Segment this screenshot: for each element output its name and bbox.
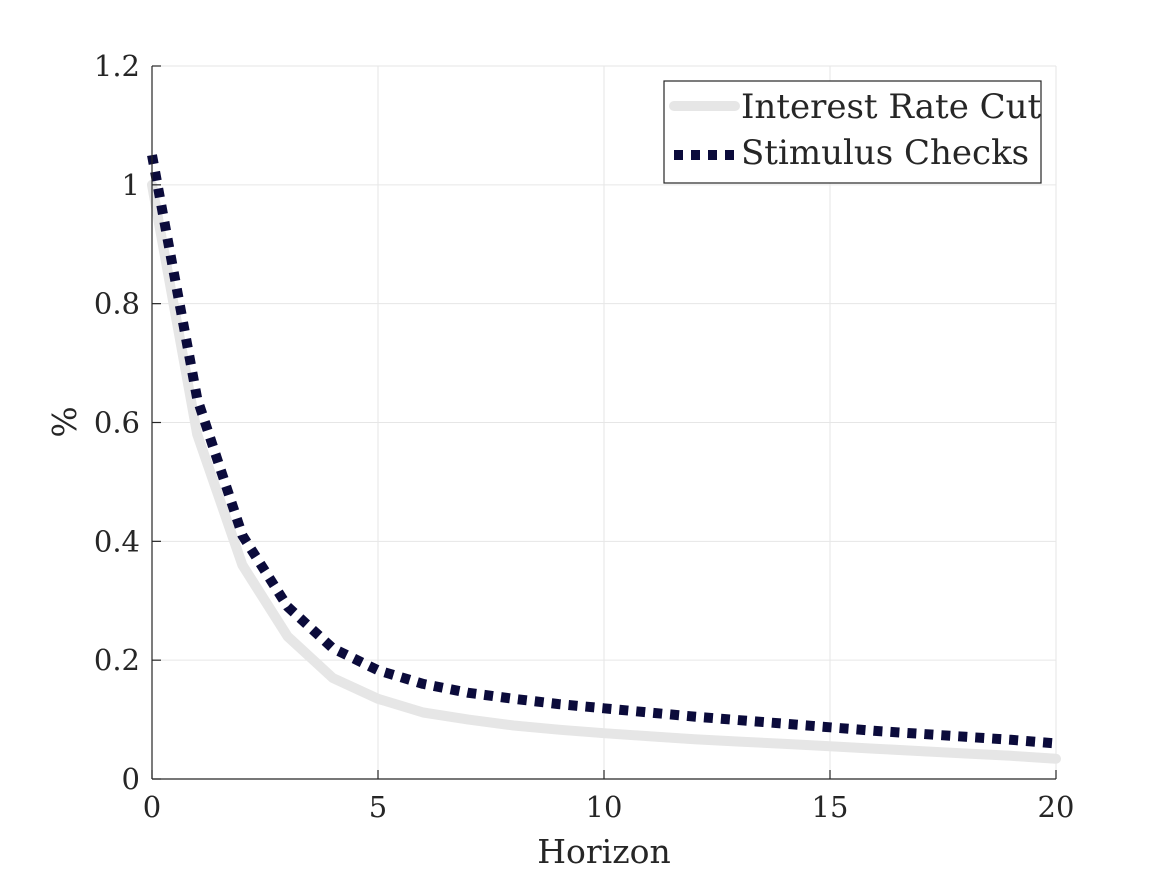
y-tick-label: 0.2	[94, 643, 140, 677]
x-tick-label: 15	[812, 790, 849, 824]
legend: Interest Rate Cut Stimulus Checks	[663, 80, 1042, 184]
series-line-interest-rate-cut	[147, 179, 1061, 764]
legend-box	[663, 80, 1042, 184]
x-tick-label: 20	[1038, 790, 1075, 824]
y-tick-label: 0.8	[94, 287, 140, 321]
y-axis-label: %	[45, 406, 84, 437]
y-tick-label: 1	[122, 168, 140, 202]
y-tick-label: 0.4	[94, 524, 140, 558]
x-axis-label: Horizon	[537, 832, 670, 871]
legend-label-interest-rate-cut: Interest Rate Cut	[741, 87, 1042, 127]
series-layer	[147, 154, 1061, 764]
legend-label-stimulus-checks: Stimulus Checks	[741, 133, 1029, 173]
x-tick-label: 5	[369, 790, 387, 824]
x-tick-label: 10	[586, 790, 623, 824]
y-tick-label: 1.2	[94, 49, 140, 83]
y-ticks: 0 0.2 0.4 0.6 0.8 1 1.2	[94, 49, 161, 796]
series-line-stimulus-checks	[147, 154, 1057, 749]
x-ticks: 0 5 10 15 20	[143, 770, 1075, 824]
y-tick-label: 0.6	[94, 406, 140, 440]
x-tick-label: 0	[143, 790, 161, 824]
y-tick-label: 0	[122, 762, 140, 796]
